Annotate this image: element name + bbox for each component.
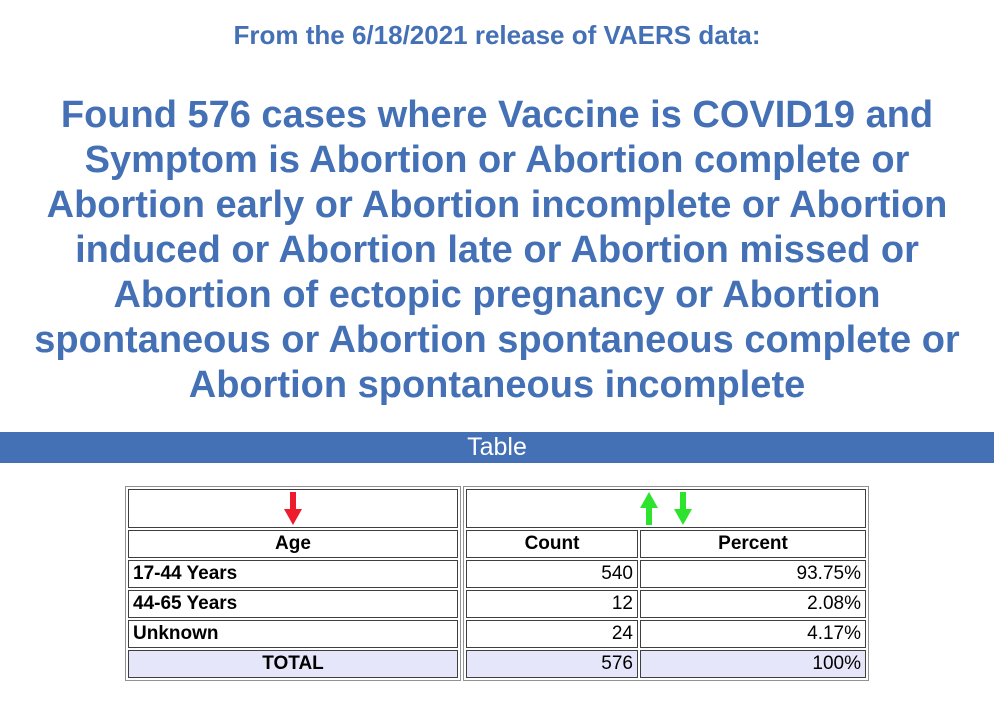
count-cell: 24 [466, 620, 638, 648]
query-heading-line: spontaneous or Abortion spontaneous comp… [34, 319, 960, 361]
query-heading-line: Symptom is Abortion or Abortion complete… [84, 139, 910, 181]
count-percent-table: Count Percent 540 93.75% 12 2.08% 24 4.1… [463, 486, 869, 681]
table-row: 540 93.75% [466, 560, 866, 588]
header-row: Count Percent [466, 530, 866, 558]
sort-arrow-row [466, 489, 866, 528]
red-down-arrow-icon[interactable] [283, 492, 303, 525]
age-column-header: Age [128, 530, 458, 558]
age-cell: 17-44 Years [128, 560, 458, 588]
percent-cell: 93.75% [640, 560, 866, 588]
query-heading-line: Abortion early or Abortion incomplete or… [46, 184, 948, 226]
sort-arrow-row [128, 489, 458, 528]
count-column-header: Count [466, 530, 638, 558]
percent-cell: 2.08% [640, 590, 866, 618]
percent-cell: 4.17% [640, 620, 866, 648]
table-row: 17-44 Years [128, 560, 458, 588]
age-cell: 44-65 Years [128, 590, 458, 618]
release-line: From the 6/18/2021 release of VAERS data… [233, 20, 761, 50]
count-cell: 12 [466, 590, 638, 618]
percent-column-header: Percent [640, 530, 866, 558]
age-cell: Unknown [128, 620, 458, 648]
green-up-arrow-icon[interactable] [639, 492, 659, 525]
table-row: 24 4.17% [466, 620, 866, 648]
query-heading: Found 576 cases where Vaccine is COVID19… [0, 93, 994, 408]
query-heading-line: Abortion spontaneous incomplete [188, 364, 806, 406]
query-heading-line: Found 576 cases where Vaccine is COVID19… [60, 94, 934, 136]
red-down-arrow-shape [284, 492, 302, 525]
table-section-banner: Table [0, 432, 994, 463]
total-label-cell: TOTAL [128, 650, 458, 678]
green-down-arrow-shape [674, 492, 692, 525]
total-row: TOTAL [128, 650, 458, 678]
value-sort-cell[interactable] [466, 489, 866, 528]
query-heading-line: induced or Abortion late or Abortion mis… [75, 229, 919, 271]
total-percent-cell: 100% [640, 650, 866, 678]
age-sort-cell[interactable] [128, 489, 458, 528]
query-heading-line: Abortion of ectopic pregnancy or Abortio… [113, 274, 881, 316]
total-row: 576 100% [466, 650, 866, 678]
table-row: 44-65 Years [128, 590, 458, 618]
results-table-area: Age 17-44 Years 44-65 Years Unknown TOTA… [0, 486, 994, 681]
age-table: Age 17-44 Years 44-65 Years Unknown TOTA… [125, 486, 461, 681]
header-row: Age [128, 530, 458, 558]
table-row: 12 2.08% [466, 590, 866, 618]
green-up-arrow-shape [640, 492, 658, 525]
count-cell: 540 [466, 560, 638, 588]
green-down-arrow-icon[interactable] [673, 492, 693, 525]
total-count-cell: 576 [466, 650, 638, 678]
table-row: Unknown [128, 620, 458, 648]
